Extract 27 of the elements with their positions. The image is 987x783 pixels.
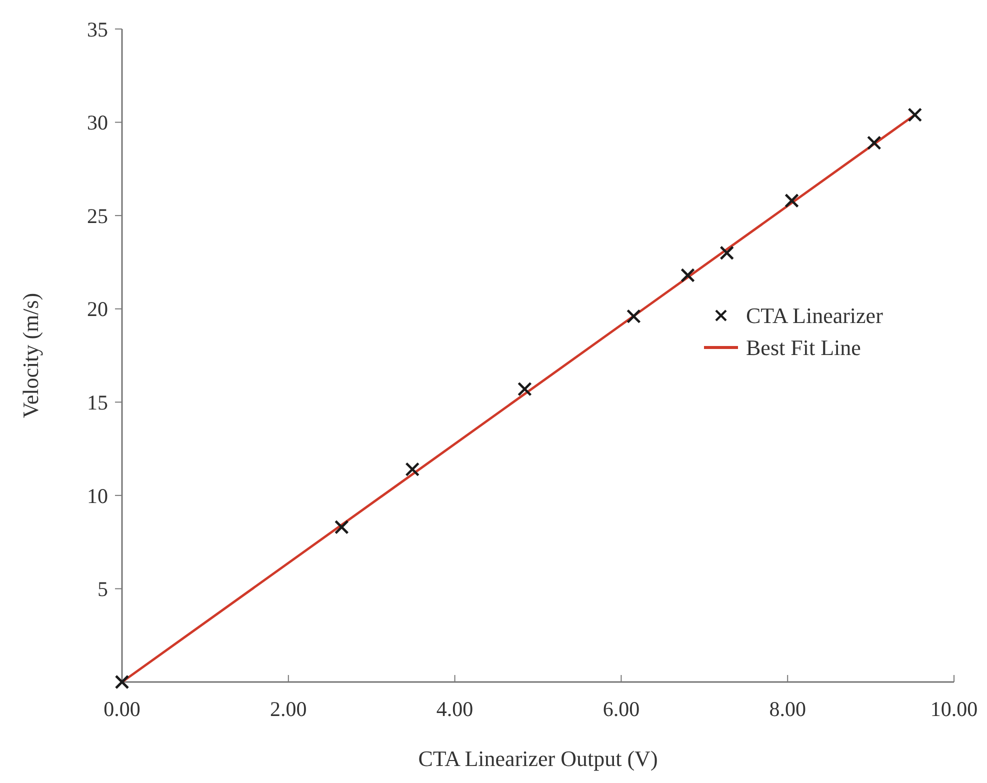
x-axis-title: CTA Linearizer Output (V) [418, 746, 658, 771]
y-tick-label: 35 [87, 17, 108, 42]
y-axis-title: Velocity (m/s) [18, 292, 43, 418]
legend-label: Best Fit Line [746, 335, 861, 360]
x-tick-label: 6.00 [602, 697, 640, 721]
y-tick-label: 15 [87, 390, 108, 414]
point [866, 136, 882, 150]
point [517, 382, 532, 396]
point [680, 268, 695, 282]
legend-label: CTA Linearizer [746, 303, 884, 328]
point [114, 674, 130, 690]
point [908, 108, 922, 122]
x-tick-label: 2.00 [270, 697, 307, 721]
y-tick-label: 20 [87, 297, 108, 322]
point [405, 462, 420, 477]
y-tick-label: 30 [87, 110, 108, 135]
point [334, 520, 349, 534]
point [626, 309, 641, 324]
x-tick-label: 4.00 [436, 697, 474, 721]
x-tick-label: 0.00 [104, 697, 140, 721]
point [784, 193, 799, 208]
y-tick-label: 10 [87, 484, 108, 508]
point [720, 246, 734, 260]
x-tick-label: 8.00 [769, 697, 806, 721]
x-tick-label: 10.00 [930, 697, 978, 721]
y-tick-label: 25 [87, 204, 108, 228]
y-tick-label: 5 [98, 577, 108, 602]
